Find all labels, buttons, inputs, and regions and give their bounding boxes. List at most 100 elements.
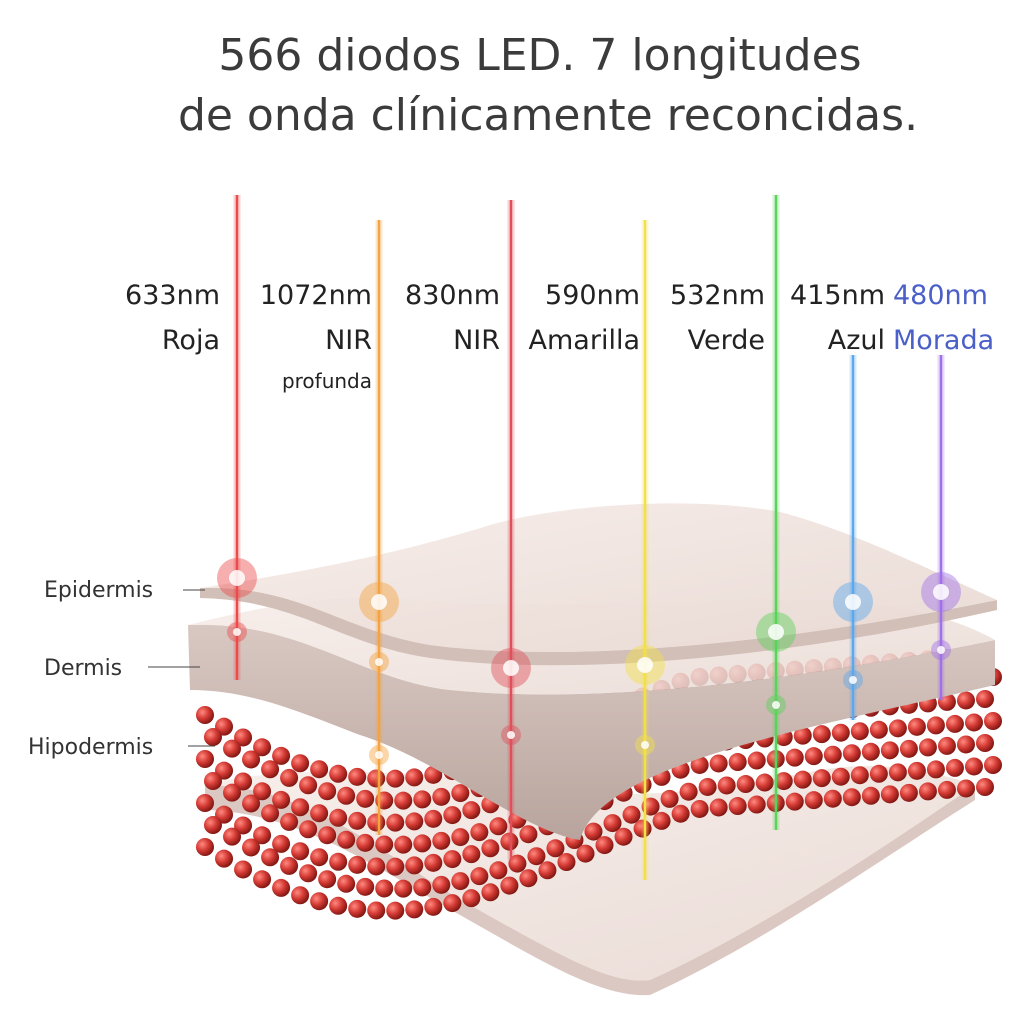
cell: [899, 783, 918, 802]
cell: [337, 786, 356, 805]
cell: [234, 860, 253, 879]
cell: [405, 812, 424, 831]
cell: [386, 901, 405, 920]
glow-core: [845, 594, 861, 610]
cell: [546, 839, 565, 858]
cell: [976, 734, 994, 752]
cell: [709, 754, 728, 773]
cell: [926, 716, 945, 735]
cell: [747, 751, 766, 770]
cell: [861, 742, 880, 761]
cell: [337, 830, 356, 849]
cell: [804, 747, 823, 766]
cell: [880, 741, 899, 760]
wavelength: 590nm: [545, 280, 640, 311]
cell: [842, 744, 861, 763]
cell: [443, 850, 462, 869]
cell: [204, 772, 222, 790]
cell: [519, 869, 538, 888]
light-detail: profunda: [282, 369, 372, 393]
glow-core: [637, 657, 653, 673]
cell: [481, 883, 500, 902]
light-name: Amarilla: [529, 325, 640, 356]
cell: [253, 782, 272, 801]
cell: [424, 897, 443, 916]
cell: [204, 816, 222, 834]
cell: [261, 760, 280, 779]
cell: [443, 806, 462, 825]
cell: [907, 717, 926, 736]
light-name: Roja: [162, 325, 220, 356]
glow-core: [772, 701, 780, 709]
beams: [217, 195, 961, 880]
cell: [299, 820, 318, 839]
cell: [405, 900, 424, 919]
glow-core: [933, 584, 949, 600]
cell: [280, 856, 299, 875]
cell: [595, 836, 614, 855]
wavelength: 480nm: [893, 280, 988, 311]
cell: [223, 827, 242, 846]
cell: [831, 723, 850, 742]
wavelength: 830nm: [405, 280, 500, 311]
cell: [272, 790, 291, 809]
cell: [310, 804, 329, 823]
glow-core: [768, 624, 784, 640]
cell: [386, 769, 405, 788]
cell: [443, 894, 462, 913]
cell: [984, 756, 1002, 774]
cell: [519, 825, 538, 844]
cell: [823, 745, 842, 764]
cell: [196, 706, 214, 724]
glow-core: [375, 751, 383, 759]
cell: [679, 782, 698, 801]
cell: [785, 792, 804, 811]
cell: [956, 735, 975, 754]
cell: [793, 726, 812, 745]
cell: [823, 789, 842, 808]
cell: [291, 798, 310, 817]
glow-core: [503, 660, 519, 676]
cell: [291, 842, 310, 861]
cell: [367, 813, 386, 832]
cell: [481, 839, 500, 858]
cell: [329, 764, 348, 783]
epidermis-top: [200, 503, 997, 653]
cell: [386, 857, 405, 876]
cell: [196, 750, 214, 768]
cell: [976, 778, 994, 796]
cell: [253, 738, 272, 757]
cell: [956, 779, 975, 798]
glow-core: [849, 676, 857, 684]
cell: [348, 899, 367, 918]
cell: [622, 805, 641, 824]
cell: [964, 757, 983, 776]
cell: [272, 834, 291, 853]
cell: [508, 854, 527, 873]
cell: [310, 760, 329, 779]
cell: [698, 777, 717, 796]
cell: [614, 827, 633, 846]
cell: [375, 835, 394, 854]
cell: [812, 725, 831, 744]
cell: [728, 797, 747, 816]
cell: [690, 755, 709, 774]
cell: [299, 864, 318, 883]
cell: [413, 790, 432, 809]
cell: [261, 804, 280, 823]
cell: [223, 783, 242, 802]
cell: [280, 768, 299, 787]
cell: [215, 849, 234, 868]
cell: [918, 782, 937, 801]
cell: [413, 878, 432, 897]
epidermis-edge: [200, 587, 997, 666]
cell: [394, 791, 413, 810]
cell: [861, 786, 880, 805]
cell: [690, 799, 709, 818]
cell: [850, 722, 869, 741]
wavelength: 1072nm: [260, 280, 372, 311]
cell: [424, 853, 443, 872]
cell: [242, 750, 261, 769]
glow-core: [229, 570, 245, 586]
cell: [964, 713, 983, 732]
